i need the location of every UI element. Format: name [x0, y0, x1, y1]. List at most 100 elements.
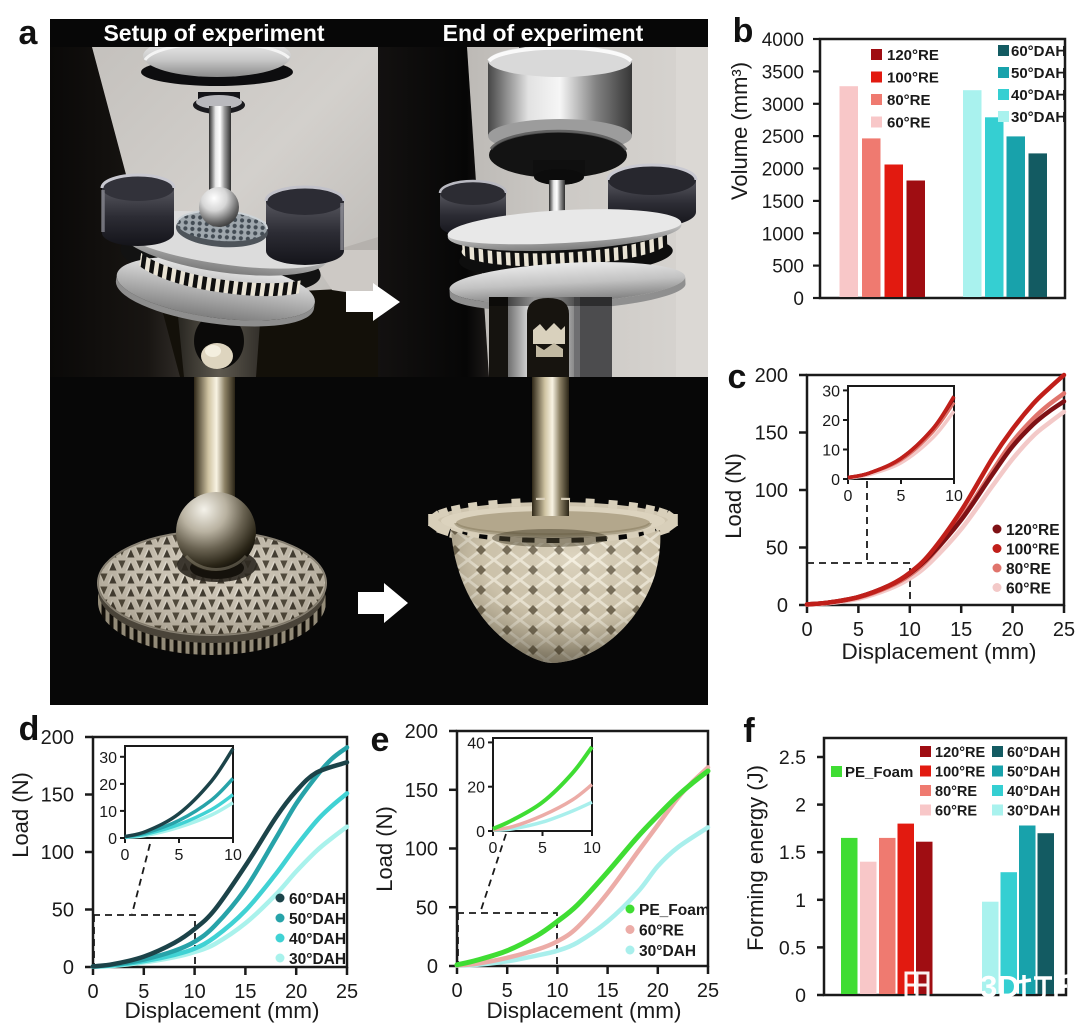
svg-text:10: 10	[583, 840, 601, 857]
svg-text:0: 0	[451, 980, 462, 1002]
svg-text:e: e	[371, 721, 390, 759]
svg-text:10: 10	[183, 981, 205, 1003]
svg-text:2: 2	[795, 795, 806, 817]
svg-text:30°DAH: 30°DAH	[639, 943, 696, 960]
svg-text:Displacement (mm): Displacement (mm)	[124, 998, 319, 1023]
svg-text:5: 5	[538, 840, 547, 857]
svg-text:5: 5	[502, 980, 513, 1002]
svg-text:Setup of experiment: Setup of experiment	[103, 20, 324, 46]
svg-text:Forming energy (J): Forming energy (J)	[743, 765, 768, 951]
svg-text:30°DAH: 30°DAH	[289, 951, 346, 968]
svg-text:20: 20	[467, 780, 485, 797]
svg-text:5: 5	[175, 847, 184, 864]
svg-text:Load (N): Load (N)	[8, 772, 33, 858]
svg-text:200: 200	[755, 365, 788, 387]
svg-text:15: 15	[596, 980, 618, 1002]
svg-text:d: d	[19, 710, 40, 748]
svg-text:80°RE: 80°RE	[935, 784, 977, 800]
svg-text:4000: 4000	[762, 30, 804, 51]
svg-text:25: 25	[697, 980, 719, 1002]
svg-text:2500: 2500	[762, 127, 804, 148]
svg-text:Load (N): Load (N)	[372, 806, 397, 892]
svg-text:PE_Foam: PE_Foam	[845, 764, 913, 781]
svg-text:120°RE: 120°RE	[1006, 522, 1060, 539]
svg-text:50°DAH: 50°DAH	[289, 911, 346, 928]
svg-text:0: 0	[801, 619, 812, 641]
svg-text:25: 25	[1053, 619, 1075, 641]
svg-text:100°RE: 100°RE	[1006, 542, 1060, 559]
svg-text:1.5: 1.5	[779, 842, 806, 864]
svg-text:50: 50	[52, 900, 74, 922]
svg-text:150: 150	[755, 423, 788, 445]
svg-text:200: 200	[405, 721, 438, 743]
svg-text:0: 0	[489, 840, 498, 857]
svg-text:Volume (mm³): Volume (mm³)	[727, 62, 752, 200]
svg-text:25: 25	[336, 981, 358, 1003]
svg-text:100: 100	[755, 480, 788, 502]
svg-text:20: 20	[99, 777, 117, 794]
svg-text:10: 10	[224, 847, 242, 864]
svg-text:PE_Foam: PE_Foam	[639, 902, 710, 919]
svg-text:End of experiment: End of experiment	[443, 20, 644, 46]
svg-text:Displacement (mm): Displacement (mm)	[841, 639, 1036, 664]
svg-text:Displacement (mm): Displacement (mm)	[486, 998, 681, 1023]
svg-text:0.5: 0.5	[779, 937, 806, 959]
svg-text:20: 20	[285, 981, 307, 1003]
svg-text:50°DAH: 50°DAH	[1011, 65, 1066, 82]
svg-text:80°RE: 80°RE	[887, 92, 931, 109]
svg-text:a: a	[19, 14, 39, 52]
svg-text:0: 0	[777, 595, 788, 617]
svg-text:2.5: 2.5	[779, 747, 806, 769]
svg-text:100: 100	[405, 839, 438, 861]
svg-text:40°DAH: 40°DAH	[289, 931, 346, 948]
svg-text:50: 50	[766, 538, 788, 560]
svg-text:60°RE: 60°RE	[639, 923, 684, 940]
svg-text:0: 0	[831, 472, 840, 489]
svg-text:b: b	[733, 12, 754, 50]
svg-text:30: 30	[822, 383, 840, 400]
svg-text:2000: 2000	[762, 160, 804, 181]
svg-text:0: 0	[476, 824, 485, 841]
svg-text:10: 10	[99, 804, 117, 821]
svg-text:60°DAH: 60°DAH	[289, 891, 346, 908]
svg-text:60°RE: 60°RE	[935, 804, 977, 820]
svg-text:0: 0	[795, 985, 806, 1007]
svg-text:50: 50	[416, 897, 438, 919]
svg-text:c: c	[728, 358, 747, 396]
svg-text:30°DAH: 30°DAH	[1007, 804, 1060, 820]
svg-text:20: 20	[647, 980, 669, 1002]
svg-text:0: 0	[63, 957, 74, 979]
svg-text:500: 500	[772, 257, 804, 278]
svg-text:3D: 3D	[980, 969, 1020, 1004]
svg-text:60°RE: 60°RE	[887, 115, 931, 132]
svg-text:0: 0	[793, 289, 804, 310]
svg-text:15: 15	[234, 981, 256, 1003]
svg-text:0: 0	[121, 847, 130, 864]
svg-text:40°DAH: 40°DAH	[1007, 784, 1060, 800]
svg-text:60°DAH: 60°DAH	[1007, 745, 1060, 761]
svg-text:100: 100	[41, 842, 74, 864]
svg-text:120°RE: 120°RE	[887, 47, 939, 64]
svg-text:30°DAH: 30°DAH	[1011, 109, 1066, 126]
svg-text:Load (N): Load (N)	[721, 453, 746, 539]
svg-text:0: 0	[108, 831, 117, 848]
svg-text:3500: 3500	[762, 62, 804, 83]
svg-text:5: 5	[853, 619, 864, 641]
svg-text:100°RE: 100°RE	[887, 70, 939, 87]
svg-text:20: 20	[1001, 619, 1023, 641]
svg-text:50°DAH: 50°DAH	[1007, 765, 1060, 781]
svg-text:40°DAH: 40°DAH	[1011, 87, 1066, 104]
svg-text:40: 40	[467, 735, 485, 752]
svg-text:200: 200	[41, 727, 74, 749]
svg-text:100°RE: 100°RE	[935, 765, 985, 781]
svg-text:150: 150	[405, 780, 438, 802]
svg-text:60°DAH: 60°DAH	[1011, 43, 1066, 60]
svg-text:3000: 3000	[762, 95, 804, 116]
svg-text:15: 15	[950, 619, 972, 641]
svg-text:30: 30	[99, 750, 117, 767]
svg-text:60°RE: 60°RE	[1006, 581, 1051, 598]
svg-text:5: 5	[138, 981, 149, 1003]
svg-text:5: 5	[897, 488, 906, 505]
svg-text:120°RE: 120°RE	[935, 745, 985, 761]
svg-text:10: 10	[546, 980, 568, 1002]
